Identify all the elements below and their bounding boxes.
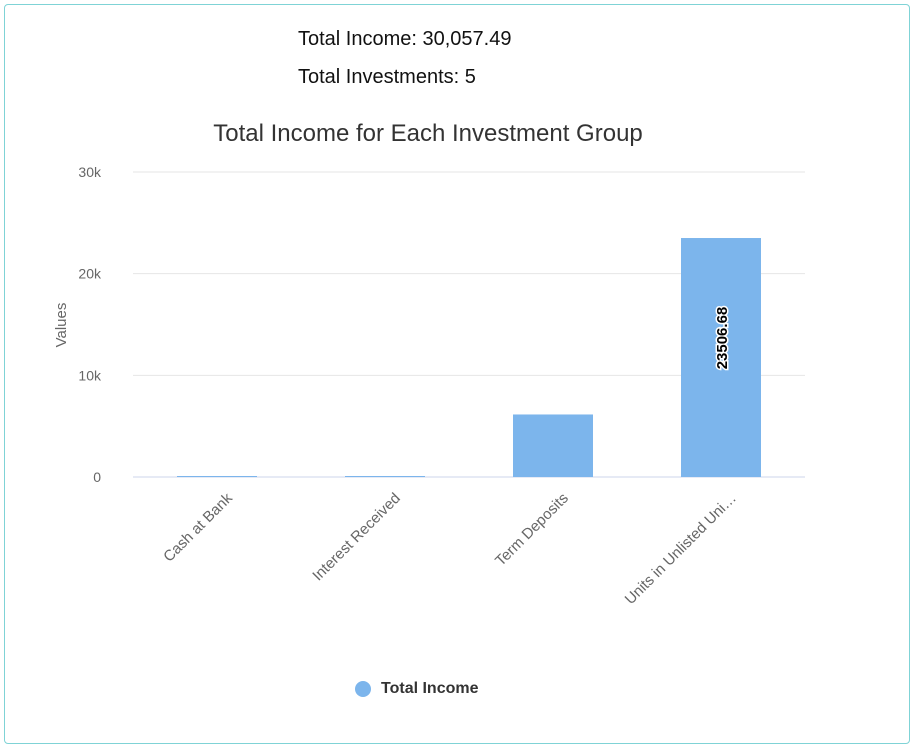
bar[interactable] (681, 238, 761, 477)
data-label: 23506.68 (714, 307, 731, 370)
total-income-text: Total Income: 30,057.49 (298, 28, 512, 50)
total-investments-summary: Total Investments: 5 (0, 66, 916, 89)
bar[interactable] (513, 414, 593, 477)
x-tick-label: Interest Received (309, 490, 404, 585)
x-tick-label: Units in Unlisted Uni… (622, 490, 740, 608)
y-tick-label: 30k (78, 164, 102, 180)
y-axis-title: Values (53, 303, 70, 348)
y-tick-label: 0 (93, 469, 101, 485)
data-labels: 23506.68 (713, 305, 733, 371)
y-axis-ticks: 0 10k 20k 30k (78, 164, 102, 485)
x-tick-label: Term Deposits (492, 490, 572, 570)
chart-title: Total Income for Each Investment Group (213, 120, 643, 147)
y-tick-label: 20k (78, 266, 102, 282)
legend[interactable]: Total Income (355, 680, 479, 698)
total-income-summary: Total Income: 30,057.49 (0, 28, 916, 51)
y-tick-label: 10k (78, 367, 102, 383)
bar[interactable] (177, 476, 257, 477)
x-axis-ticks: Cash at Bank Interest Received Term Deposi… (160, 489, 740, 607)
x-tick-label: Cash at Bank (160, 489, 236, 565)
total-investments-text: Total Investments: 5 (298, 66, 476, 88)
legend-swatch-icon (355, 681, 371, 697)
legend-label: Total Income (381, 680, 479, 697)
bar-series[interactable] (177, 238, 761, 477)
bar[interactable] (345, 476, 425, 477)
